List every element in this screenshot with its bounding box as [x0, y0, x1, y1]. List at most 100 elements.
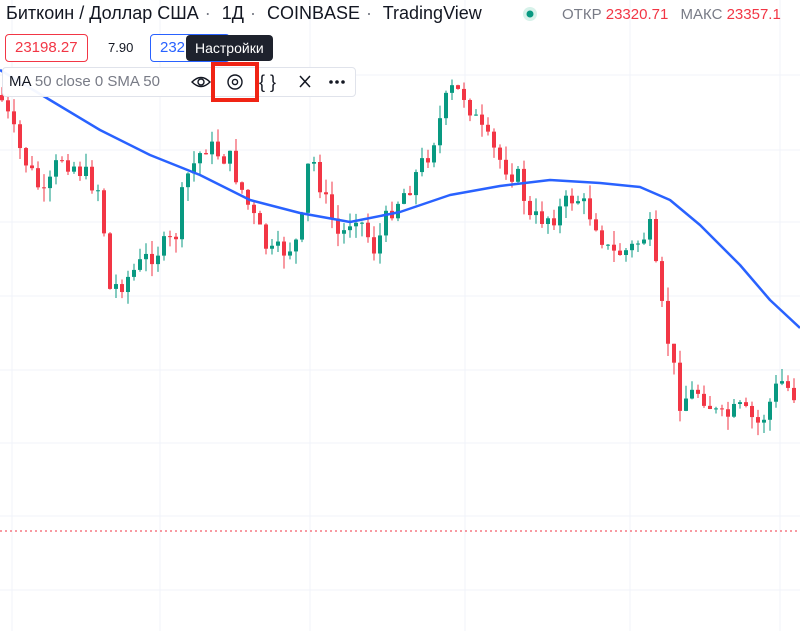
candle-body: [252, 204, 256, 214]
toggle-visibility[interactable]: [191, 76, 211, 88]
candle-body: [654, 219, 658, 262]
candle-body: [726, 409, 730, 417]
candle-body: [552, 218, 556, 226]
candle-body: [150, 253, 154, 265]
high-label: МАКС: [680, 6, 723, 23]
candle-body: [474, 114, 478, 116]
candle-body: [78, 166, 82, 177]
candle-body: [300, 212, 304, 240]
candle-body: [696, 389, 700, 394]
tooltip: Настройки: [186, 35, 273, 61]
candle-body: [126, 276, 130, 293]
candle-body: [618, 250, 622, 256]
candle-body: [648, 219, 652, 240]
candle-body: [96, 190, 100, 192]
remove-button[interactable]: [299, 75, 311, 88]
candle-body: [210, 141, 214, 155]
candle-body: [600, 230, 604, 245]
candle-body: [108, 233, 112, 289]
candle-body: [738, 402, 742, 404]
exchange: COINBASE: [266, 3, 361, 23]
candle-body: [66, 160, 70, 172]
candle-body: [708, 405, 712, 409]
candle-body: [120, 284, 124, 293]
candle-body: [558, 206, 562, 226]
candle-body: [534, 211, 538, 216]
candle-body: [402, 193, 406, 204]
candle-body: [576, 201, 580, 204]
candle-body: [288, 251, 292, 256]
highlight-box: [211, 62, 259, 102]
candle-body: [642, 239, 646, 244]
candle-body: [186, 173, 190, 188]
candle-body: [24, 148, 28, 166]
candle-body: [318, 162, 322, 193]
interval[interactable]: 1Д: [221, 3, 244, 23]
candle-body: [162, 236, 166, 256]
spread: 7.90: [108, 40, 134, 55]
candle-body: [438, 118, 442, 146]
candle-body: [180, 187, 184, 240]
candle-body: [36, 168, 40, 188]
candle-body: [84, 166, 88, 177]
indicator-title[interactable]: MA 50 close 0 SMA 50: [9, 73, 160, 90]
candle-body: [30, 165, 34, 169]
candle-body: [774, 383, 778, 402]
candle-body: [216, 141, 220, 157]
market-status[interactable]: [522, 6, 538, 22]
candle-body: [636, 243, 640, 245]
candle-body: [258, 213, 262, 225]
candle-body: [606, 244, 610, 246]
candle-body: [372, 237, 376, 254]
candle-body: [582, 198, 586, 202]
indicator-legend: MA 50 close 0 SMA 50 { }: [2, 67, 356, 97]
candle-body: [342, 230, 346, 234]
symbol[interactable]: Биткоин / Доллар США: [6, 3, 199, 23]
candle-body: [324, 192, 328, 195]
candle-body: [270, 245, 274, 249]
candle-body: [528, 200, 532, 216]
candle-body: [360, 222, 364, 224]
candle-body: [780, 381, 784, 384]
candle-body: [660, 261, 664, 301]
candle-body: [306, 163, 310, 213]
candle-body: [240, 182, 244, 190]
candle-body: [588, 198, 592, 220]
ma-line: [0, 68, 800, 329]
candle-body: [522, 168, 526, 201]
candle-body: [276, 241, 280, 246]
symbol-header: Биткоин / Доллар США · 1Д · COINBASE · Trad…: [6, 3, 482, 23]
candle-body: [60, 160, 64, 162]
settings-button[interactable]: [227, 74, 243, 90]
candle-body: [684, 398, 688, 411]
candle-body: [384, 210, 388, 236]
candle-body: [666, 300, 670, 344]
candle-body: [378, 235, 382, 254]
candle-body: [426, 158, 430, 163]
open-value: 23320.71: [605, 6, 669, 23]
source-code-button[interactable]: { }: [259, 72, 276, 92]
candle-body: [504, 159, 508, 175]
candle-body: [432, 145, 436, 163]
candle-body: [6, 100, 10, 112]
candle-body: [114, 284, 118, 289]
candle-body: [54, 160, 58, 177]
candle-body: [132, 269, 136, 277]
candle-body: [720, 408, 724, 410]
candle-body: [330, 194, 334, 219]
candle-body: [690, 389, 694, 399]
candle-body: [222, 156, 226, 164]
candle-body: [612, 244, 616, 251]
candle-body: [732, 403, 736, 417]
candle-body: [102, 190, 106, 234]
sell-button[interactable]: 23198.27: [5, 34, 88, 62]
candle-body: [768, 401, 772, 420]
more-button[interactable]: [329, 80, 345, 84]
candle-body: [786, 381, 790, 388]
indicator-actions: { }: [191, 72, 345, 92]
candle-body: [516, 168, 520, 182]
candle-body: [72, 166, 76, 172]
candle-body: [456, 85, 460, 89]
candle-body: [498, 147, 502, 160]
